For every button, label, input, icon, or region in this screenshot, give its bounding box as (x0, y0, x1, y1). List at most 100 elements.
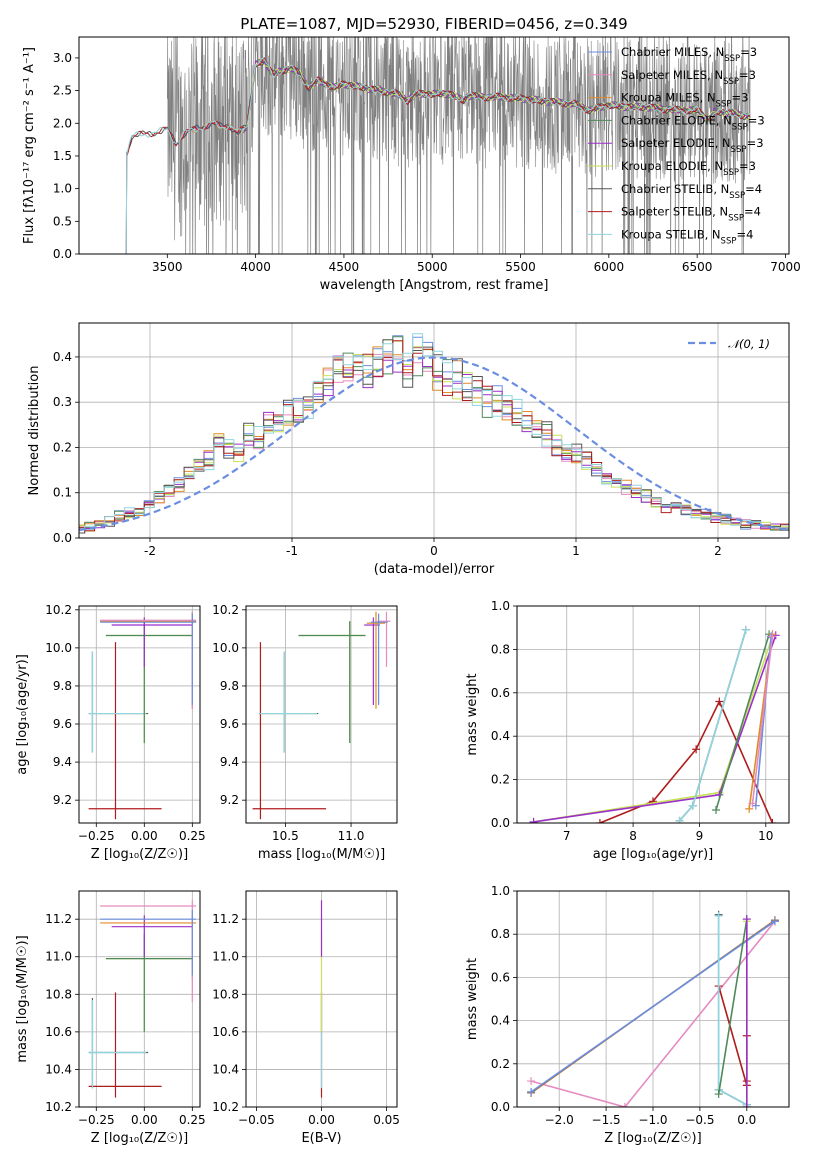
y-tick-label: 9.8 (53, 679, 72, 693)
y-tick-label: 10.2 (212, 1100, 239, 1114)
weight-marker (770, 917, 779, 926)
x-axis-label: wavelength [Angstrom, rest frame] (320, 278, 549, 293)
x-tick-label: 10 (758, 829, 773, 843)
y-tick-label: 0.8 (491, 927, 510, 941)
weight-marker (529, 817, 538, 823)
point-6 (111, 617, 193, 667)
x-tick-label: 7000 (770, 260, 801, 274)
y-tick-label: 0.4 (491, 729, 510, 743)
x-axis-label: mass [log₁₀(M/M☉)] (258, 847, 385, 862)
y-tick-label: 9.8 (220, 679, 239, 693)
point-9 (100, 613, 197, 705)
x-tick-label: 4500 (329, 260, 360, 274)
panel-age_vs_mass: 10.5 11.0 9.2 9.4 9.6 9.8 10.0 10.2 mass [log₁₀(… (212, 603, 398, 862)
y-tick-label: 1.0 (491, 884, 510, 898)
plot-area (529, 625, 780, 823)
model-line-8 (123, 57, 751, 254)
point-1 (88, 992, 162, 1098)
x-tick-label: -2 (144, 544, 156, 558)
y-tick-label: 10.2 (45, 603, 72, 617)
point-1 (88, 642, 162, 820)
weight-marker (692, 745, 701, 754)
y-tick-label: 10.2 (212, 603, 239, 617)
x-tick-label: 3500 (152, 260, 183, 274)
y-tick-label: 0.5 (53, 214, 72, 228)
x-tick-label: 5500 (505, 260, 536, 274)
y-tick-label: 10.4 (212, 1062, 239, 1076)
point-6 (364, 617, 380, 705)
weight-marker (768, 632, 777, 641)
x-tick-label: 9 (696, 829, 704, 843)
x-tick-label: 5000 (417, 260, 448, 274)
x-axis-label: Z [log₁₀(Z/Z☉)] (91, 1131, 188, 1146)
y-tick-label: 11.2 (212, 912, 239, 926)
axes-frame (78, 605, 201, 824)
y-tick-label: 0.1 (53, 486, 72, 500)
y-axis-label: age [log₁₀(age/yr)] (15, 654, 30, 775)
x-tick-label: 0.00 (131, 1113, 158, 1127)
point-9 (100, 909, 197, 976)
y-tick-label: 0.4 (53, 350, 72, 364)
axes-frame (78, 322, 790, 539)
y-tick-label: 2.0 (53, 116, 72, 130)
axes-frame (516, 605, 790, 824)
y-tick-label: 9.6 (53, 717, 72, 731)
y-tick-label: 0.6 (491, 686, 510, 700)
y-tick-label: 10.6 (212, 1025, 239, 1039)
plot-area (79, 333, 789, 534)
x-axis-label: E(B-V) (301, 1131, 341, 1146)
x-tick-label: 7 (563, 829, 571, 843)
panel-mass_vs_Z: −0.25 0.00 0.25 10.2 10.4 10.6 10.8 11.0 11.2 Z [… (15, 890, 206, 1146)
y-tick-label: 11.0 (45, 950, 72, 964)
x-tick-label: 1 (572, 544, 580, 558)
y-tick-label: 9.4 (53, 755, 72, 769)
plot-area (123, 37, 751, 254)
y-tick-label: 0.0 (53, 531, 72, 545)
weight-marker (595, 819, 604, 823)
x-axis-label: Z [log₁₀(Z/Z☉)] (604, 1131, 701, 1146)
point-6 (111, 915, 193, 957)
y-tick-label: 1.0 (53, 182, 72, 196)
plot-area (88, 900, 197, 1098)
x-tick-label: 10.5 (272, 829, 299, 843)
x-axis-label: (data-model)/error (374, 562, 495, 577)
x-tick-label: −0.25 (78, 829, 115, 843)
x-tick-label: 6500 (682, 260, 713, 274)
weight-marker (527, 1077, 536, 1086)
weight-marker (768, 819, 777, 823)
x-tick-label: -1 (286, 544, 298, 558)
y-tick-label: 11.2 (45, 912, 72, 926)
weight-marker (741, 625, 750, 634)
axes-frame (245, 605, 398, 824)
y-tick-label: 10.0 (45, 641, 72, 655)
weight-line-9 (751, 636, 774, 804)
weight-marker (714, 1090, 723, 1099)
x-tick-label: −0.25 (78, 1113, 115, 1127)
x-tick-label: −2.0 (545, 1113, 574, 1127)
weight-line-1 (530, 920, 776, 1107)
x-axis-label: Z [log₁₀(Z/Z☉)] (91, 847, 188, 862)
x-tick-label: 6000 (594, 260, 625, 274)
y-tick-label: 10.8 (45, 987, 72, 1001)
y-tick-label: 0.2 (491, 773, 510, 787)
weight-marker (714, 911, 723, 920)
y-tick-label: 10.2 (45, 1100, 72, 1114)
axes-frame (78, 36, 790, 255)
x-tick-label: −1.0 (638, 1113, 667, 1127)
weight-line-3 (530, 920, 776, 1093)
histogram-step-7 (79, 339, 789, 534)
y-tick-label: 0.2 (491, 1057, 510, 1071)
y-tick-label: 10.0 (212, 641, 239, 655)
axes-frame (78, 890, 201, 1108)
weight-marker (742, 915, 751, 924)
figure-title: PLATE=1087, MJD=52930, FIBERID=0456, z=0… (240, 15, 627, 33)
x-tick-label: 0.00 (131, 829, 158, 843)
y-axis-label: mass weight (465, 958, 480, 1040)
axes-frame (516, 890, 790, 1108)
x-tick-label: 11.0 (338, 829, 365, 843)
weight-marker (748, 799, 757, 808)
x-tick-label: −0.5 (685, 1113, 714, 1127)
x-tick-label: 8 (629, 829, 637, 843)
histogram-step-8 (79, 340, 789, 532)
